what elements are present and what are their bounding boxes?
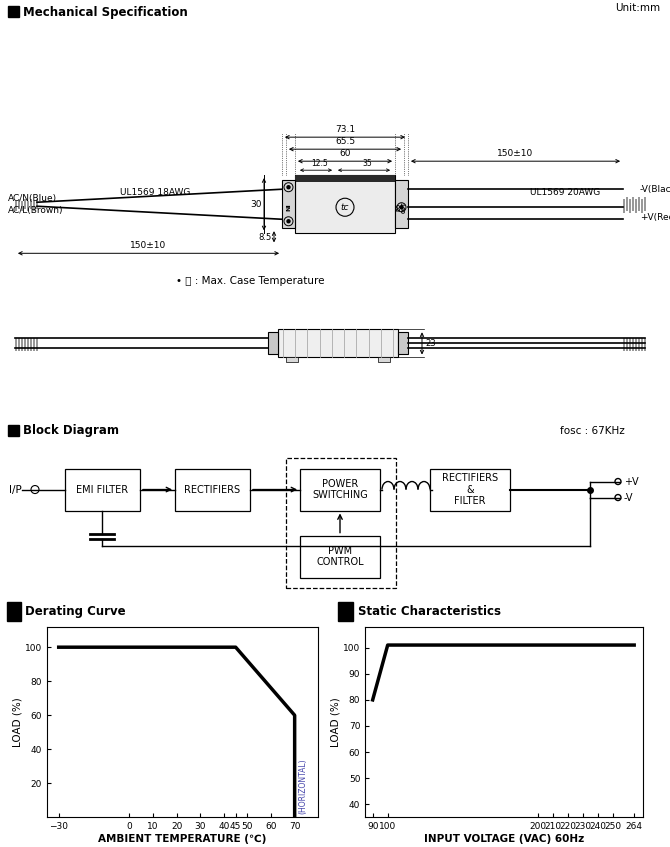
- Text: 12.5: 12.5: [312, 158, 328, 168]
- Bar: [7, 602, 21, 621]
- Bar: [65, 468, 140, 511]
- Bar: [638, 339, 640, 352]
- Bar: [632, 339, 634, 352]
- Bar: [632, 197, 634, 211]
- Text: Block Diagram: Block Diagram: [23, 424, 119, 437]
- Y-axis label: LOAD (%): LOAD (%): [330, 697, 340, 747]
- Text: -V(Black): -V(Black): [640, 185, 670, 194]
- Text: fosc : 67KHz: fosc : 67KHz: [560, 425, 624, 435]
- Bar: [378, 357, 390, 363]
- Text: 35: 35: [362, 158, 372, 168]
- Text: 23: 23: [425, 339, 436, 348]
- Text: UL1569 20AWG: UL1569 20AWG: [530, 188, 600, 197]
- Bar: [623, 339, 625, 352]
- Bar: [398, 332, 408, 354]
- Bar: [15, 202, 17, 211]
- Bar: [21, 202, 23, 211]
- Text: DO
OUT: DO OUT: [396, 202, 407, 213]
- Text: I/P: I/P: [9, 484, 21, 495]
- Bar: [338, 602, 353, 621]
- Bar: [635, 199, 637, 213]
- X-axis label: INPUT VOLTAGE (VAC) 60Hz: INPUT VOLTAGE (VAC) 60Hz: [424, 834, 584, 844]
- Bar: [295, 175, 395, 233]
- Text: NI: NI: [286, 203, 291, 211]
- Bar: [24, 339, 26, 352]
- Bar: [641, 199, 643, 213]
- Circle shape: [287, 219, 290, 223]
- Bar: [629, 199, 631, 213]
- Circle shape: [400, 206, 403, 208]
- Text: UL1569 18AWG: UL1569 18AWG: [120, 188, 190, 197]
- Bar: [8, 424, 19, 435]
- Bar: [430, 468, 510, 511]
- Text: 73.1: 73.1: [335, 125, 355, 134]
- Text: PWM
CONTROL: PWM CONTROL: [316, 545, 364, 567]
- Bar: [36, 199, 38, 209]
- Text: AC/L(Brown): AC/L(Brown): [8, 206, 64, 215]
- Bar: [21, 339, 23, 352]
- Bar: [27, 202, 29, 211]
- Bar: [27, 339, 29, 352]
- X-axis label: AMBIENT TEMPERATURE (℃): AMBIENT TEMPERATURE (℃): [98, 834, 267, 844]
- Y-axis label: LOAD (%): LOAD (%): [12, 697, 22, 747]
- Text: 65.5: 65.5: [335, 137, 355, 147]
- Text: POWER
SWITCHING: POWER SWITCHING: [312, 479, 368, 501]
- Bar: [635, 339, 637, 352]
- Bar: [18, 339, 20, 352]
- Text: tc: tc: [341, 202, 349, 212]
- Bar: [295, 175, 395, 182]
- Bar: [626, 197, 628, 211]
- Text: EMI FILTER: EMI FILTER: [76, 484, 129, 495]
- Bar: [33, 339, 35, 352]
- Bar: [278, 329, 398, 357]
- Bar: [395, 180, 408, 229]
- Bar: [626, 339, 628, 352]
- Bar: [18, 199, 20, 209]
- Bar: [268, 332, 278, 354]
- Text: Derating Curve: Derating Curve: [25, 605, 125, 618]
- Text: 150±10: 150±10: [131, 241, 167, 251]
- Text: RECTIFIERS: RECTIFIERS: [184, 484, 241, 495]
- Bar: [623, 199, 625, 213]
- Bar: [629, 339, 631, 352]
- Bar: [282, 180, 295, 229]
- Circle shape: [287, 185, 290, 189]
- Text: 60: 60: [339, 149, 351, 158]
- Bar: [30, 199, 32, 209]
- Bar: [30, 339, 32, 352]
- Bar: [286, 357, 298, 363]
- Bar: [24, 199, 26, 209]
- Bar: [638, 197, 640, 211]
- Text: AC/N(Blue): AC/N(Blue): [8, 194, 57, 202]
- Text: (HORIZONTAL): (HORIZONTAL): [298, 758, 307, 814]
- Bar: [644, 339, 646, 352]
- Bar: [33, 202, 35, 211]
- Text: -V: -V: [624, 493, 634, 502]
- Text: +V(Red): +V(Red): [640, 213, 670, 222]
- Text: 30: 30: [251, 200, 262, 208]
- Bar: [8, 6, 19, 17]
- Bar: [286, 457, 396, 588]
- Bar: [175, 468, 250, 511]
- Bar: [641, 339, 643, 352]
- Bar: [644, 197, 646, 211]
- Bar: [15, 339, 17, 352]
- Text: • Ⓣ : Max. Case Temperature: • Ⓣ : Max. Case Temperature: [176, 276, 324, 286]
- Text: Static Characteristics: Static Characteristics: [358, 605, 501, 618]
- Text: +V: +V: [624, 477, 639, 486]
- Bar: [36, 339, 38, 352]
- Bar: [300, 535, 380, 578]
- Bar: [300, 468, 380, 511]
- Text: 8.5: 8.5: [259, 233, 272, 241]
- Text: Mechanical Specification: Mechanical Specification: [23, 6, 188, 19]
- Text: 150±10: 150±10: [497, 149, 533, 158]
- Text: Unit:mm: Unit:mm: [615, 3, 660, 13]
- Text: RECTIFIERS
&
FILTER: RECTIFIERS & FILTER: [442, 473, 498, 507]
